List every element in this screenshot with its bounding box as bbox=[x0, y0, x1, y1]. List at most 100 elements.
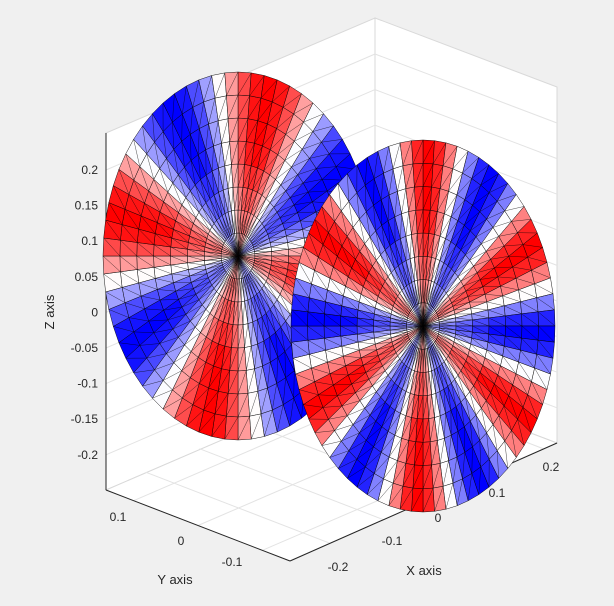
mesh-edge bbox=[464, 211, 480, 226]
mesh-edge bbox=[446, 281, 462, 294]
mesh-edge bbox=[316, 166, 337, 169]
mesh-edge bbox=[367, 478, 384, 495]
mesh-edge bbox=[434, 393, 436, 418]
mesh-edge bbox=[297, 211, 317, 213]
mesh-edge bbox=[400, 213, 402, 239]
mesh-edge bbox=[269, 273, 283, 289]
mesh-edge bbox=[321, 206, 329, 233]
mesh-edge bbox=[285, 121, 304, 135]
mesh-edge bbox=[359, 251, 370, 273]
mesh-edge bbox=[204, 255, 222, 259]
mesh-edge bbox=[224, 416, 239, 440]
mesh-edge bbox=[214, 72, 225, 99]
mesh-edge bbox=[408, 418, 418, 441]
mesh-edge bbox=[518, 289, 537, 298]
mesh-edge bbox=[463, 279, 481, 287]
mesh-edge bbox=[400, 393, 411, 414]
mesh-edge bbox=[373, 319, 391, 327]
mesh-edge bbox=[219, 217, 228, 239]
mesh-edge bbox=[190, 190, 200, 213]
mesh-edge bbox=[518, 362, 532, 382]
mesh-edge bbox=[250, 298, 253, 323]
mesh-edge bbox=[206, 174, 211, 199]
mesh-edge bbox=[348, 440, 367, 451]
mesh-edge bbox=[375, 341, 393, 345]
mesh-edge bbox=[237, 393, 249, 418]
mesh-edge bbox=[218, 299, 229, 320]
mesh-edge bbox=[534, 368, 548, 390]
mesh-edge bbox=[469, 251, 487, 261]
mesh-edge bbox=[133, 139, 140, 167]
mesh-edge bbox=[439, 366, 445, 390]
mesh-edge bbox=[455, 333, 471, 345]
mesh-edge bbox=[154, 142, 160, 169]
mesh-edge bbox=[295, 277, 310, 298]
mesh-edge bbox=[271, 260, 288, 270]
mesh-edge bbox=[254, 123, 268, 144]
mesh-edge bbox=[216, 274, 229, 292]
x-tick-label: -0.1 bbox=[382, 534, 403, 548]
mesh-edge bbox=[163, 370, 182, 381]
mesh-edge bbox=[467, 294, 486, 297]
mesh-edge bbox=[263, 285, 274, 305]
mesh-edge bbox=[265, 281, 278, 300]
mesh-edge bbox=[497, 450, 499, 479]
mesh-edge bbox=[381, 225, 386, 250]
mesh-edge bbox=[232, 301, 239, 325]
mesh-edge bbox=[442, 146, 458, 166]
mesh-edge bbox=[267, 362, 271, 389]
y-axis-line bbox=[105, 489, 291, 562]
mesh-edge bbox=[232, 163, 239, 188]
mesh-edge bbox=[352, 227, 360, 252]
mesh-edge bbox=[441, 364, 448, 387]
mesh-edge bbox=[348, 276, 362, 295]
mesh-edge bbox=[469, 391, 477, 416]
mesh-edge bbox=[227, 370, 239, 394]
mesh-edge bbox=[237, 301, 242, 326]
mesh-edge bbox=[273, 304, 281, 328]
mesh-edge bbox=[334, 221, 343, 247]
mesh-edge bbox=[517, 419, 525, 446]
mesh-edge bbox=[365, 185, 367, 212]
mesh-edge bbox=[455, 329, 472, 339]
mesh-edge bbox=[251, 268, 265, 286]
mesh-edge bbox=[359, 219, 365, 244]
mesh-edge bbox=[451, 199, 465, 217]
mesh-edge bbox=[414, 163, 424, 188]
mesh-edge bbox=[464, 426, 465, 453]
mesh-edge bbox=[142, 125, 147, 154]
mesh-edge bbox=[181, 204, 194, 224]
mesh-edge bbox=[373, 331, 391, 335]
mesh-edge bbox=[204, 262, 222, 266]
mesh-edge bbox=[394, 415, 407, 436]
mesh-edge bbox=[307, 311, 325, 327]
z-tick-label: 0.15 bbox=[75, 199, 99, 213]
mesh-edge bbox=[152, 113, 155, 143]
mesh-edge bbox=[260, 388, 268, 414]
mesh-edge bbox=[460, 236, 477, 250]
mesh-edge bbox=[295, 373, 315, 382]
mesh-edge bbox=[290, 191, 309, 198]
mesh-edge bbox=[247, 192, 258, 213]
mesh-edge bbox=[480, 372, 491, 393]
mesh-edge bbox=[467, 355, 481, 373]
mesh-edge bbox=[172, 320, 191, 330]
mesh-edge bbox=[282, 220, 301, 224]
mesh-edge bbox=[146, 353, 167, 359]
mesh-face bbox=[488, 315, 506, 327]
mesh-edge bbox=[408, 283, 415, 306]
mesh-edge bbox=[447, 249, 462, 266]
mesh-edge bbox=[148, 190, 161, 213]
mesh-edge bbox=[431, 287, 443, 306]
mesh-edge bbox=[204, 251, 222, 257]
mesh-edge bbox=[157, 222, 172, 239]
mesh-edge bbox=[171, 273, 190, 277]
mesh-edge bbox=[515, 278, 535, 285]
mesh-edge bbox=[341, 305, 358, 319]
mesh-face bbox=[119, 255, 138, 273]
mesh-edge bbox=[381, 435, 395, 453]
mesh-edge bbox=[412, 465, 424, 489]
mesh-edge bbox=[191, 229, 206, 243]
mesh-edge bbox=[155, 233, 171, 248]
mesh-edge bbox=[394, 191, 398, 217]
